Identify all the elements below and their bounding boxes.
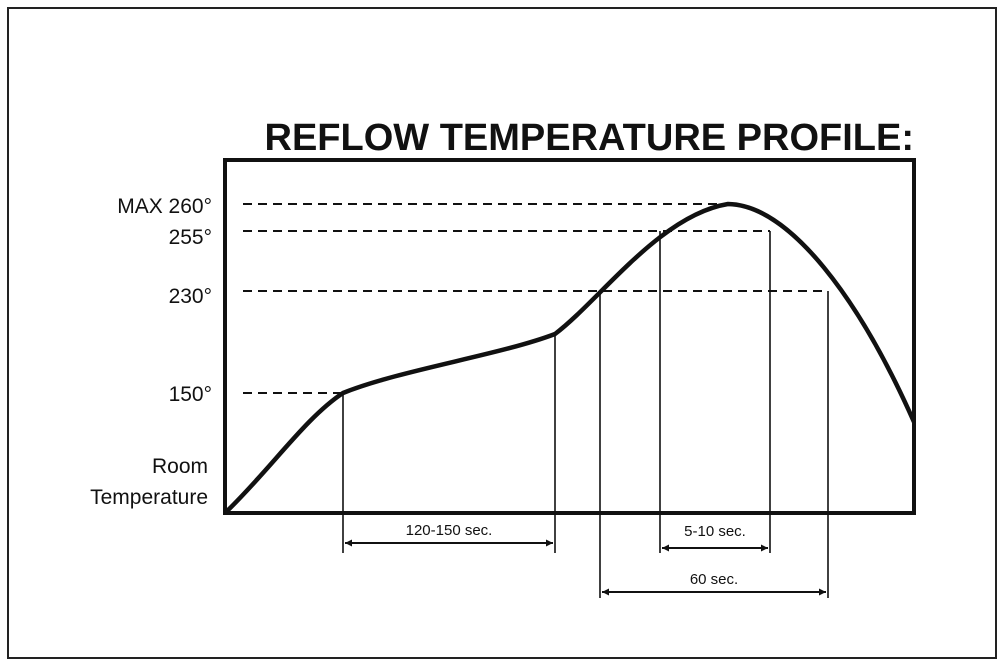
room-label: Temperature (90, 486, 208, 509)
page-border (7, 7, 997, 659)
title: REFLOW TEMPERATURE PROFILE: (265, 117, 915, 159)
interval-label: 60 sec. (690, 571, 738, 588)
temp-label: 230° (169, 285, 212, 308)
chart-frame (223, 158, 916, 515)
temp-label: 255° (169, 226, 212, 249)
temp-label: 150° (169, 383, 212, 406)
interval-label: 120-150 sec. (406, 522, 493, 539)
interval-label: 5-10 sec. (684, 523, 746, 540)
room-label: Room (152, 455, 208, 478)
profile-curve (223, 201, 917, 515)
temp-label: MAX 260° (117, 195, 212, 218)
